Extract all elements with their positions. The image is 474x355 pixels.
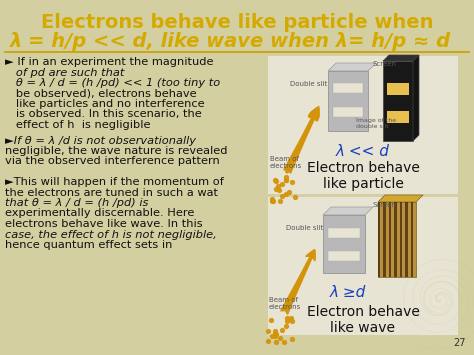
Text: case, the effect of h is not negligible,: case, the effect of h is not negligible,: [5, 229, 217, 240]
Text: via the observed interference pattern: via the observed interference pattern: [5, 157, 220, 166]
Text: 27: 27: [454, 338, 466, 348]
Text: be observed), electrons behave: be observed), electrons behave: [5, 88, 197, 98]
Bar: [394, 202, 397, 277]
Text: λ << d: λ << d: [336, 144, 390, 159]
Polygon shape: [323, 207, 373, 215]
Text: θ = λ / d = (h /pd) << 1 (too tiny to: θ = λ / d = (h /pd) << 1 (too tiny to: [5, 78, 220, 88]
Text: Screen: Screen: [373, 61, 397, 67]
Bar: [328, 71, 368, 131]
Text: Beam of: Beam of: [269, 297, 298, 303]
Bar: [410, 202, 413, 277]
Text: Image of the: Image of the: [356, 118, 396, 123]
Polygon shape: [328, 63, 376, 71]
Text: electrons: electrons: [270, 163, 302, 169]
Text: like particles and no interference: like particles and no interference: [5, 99, 205, 109]
Bar: [268, 197, 458, 335]
Bar: [383, 61, 413, 141]
Text: ►If θ = λ /d is not observationally: ►If θ = λ /d is not observationally: [5, 136, 196, 146]
Text: hence quantum effect sets in: hence quantum effect sets in: [5, 240, 173, 250]
Text: Electrons behave like particle when: Electrons behave like particle when: [41, 13, 433, 32]
Bar: [400, 202, 402, 277]
Bar: [387, 111, 409, 123]
Text: Double slit: Double slit: [286, 225, 323, 231]
Bar: [333, 83, 363, 93]
Text: that θ = λ / d = (h /pd) is: that θ = λ / d = (h /pd) is: [5, 198, 148, 208]
Text: negligible, the wave nature is revealed: negligible, the wave nature is revealed: [5, 146, 228, 156]
Text: Electron behave
like particle: Electron behave like particle: [307, 161, 419, 191]
Bar: [333, 107, 363, 117]
Text: Screen: Screen: [373, 202, 397, 208]
Text: Double slit: Double slit: [290, 81, 327, 87]
Bar: [328, 228, 360, 238]
Text: is observed. In this scenario, the: is observed. In this scenario, the: [5, 109, 202, 120]
Bar: [387, 83, 409, 95]
Text: electrons: electrons: [269, 304, 301, 310]
Bar: [383, 202, 386, 277]
Text: the electrons are tuned in such a wat: the electrons are tuned in such a wat: [5, 187, 218, 197]
Bar: [323, 215, 365, 273]
Bar: [378, 202, 416, 277]
Text: ► If in an experiment the magnitude: ► If in an experiment the magnitude: [5, 57, 213, 67]
Text: Beam of: Beam of: [270, 156, 299, 162]
Text: λ = h/p << d, like wave when λ= h/p ≈ d: λ = h/p << d, like wave when λ= h/p ≈ d: [10, 32, 451, 51]
Text: experimentally discernable. Here: experimentally discernable. Here: [5, 208, 194, 218]
Bar: [378, 202, 381, 277]
Text: ►This will happen if the momentum of: ►This will happen if the momentum of: [5, 177, 224, 187]
Bar: [389, 202, 392, 277]
Text: double slit: double slit: [356, 124, 389, 129]
Polygon shape: [383, 55, 419, 61]
Bar: [268, 56, 458, 194]
Bar: [405, 202, 408, 277]
Text: Electron behave
like wave: Electron behave like wave: [307, 305, 419, 335]
Polygon shape: [378, 195, 423, 202]
Text: λ ≥d: λ ≥d: [330, 285, 366, 300]
Bar: [328, 251, 360, 261]
Text: electrons behave like wave. In this: electrons behave like wave. In this: [5, 219, 202, 229]
Text: effect of h  is negligible: effect of h is negligible: [5, 120, 151, 130]
Text: of pd are such that: of pd are such that: [5, 67, 124, 77]
Polygon shape: [413, 55, 419, 141]
